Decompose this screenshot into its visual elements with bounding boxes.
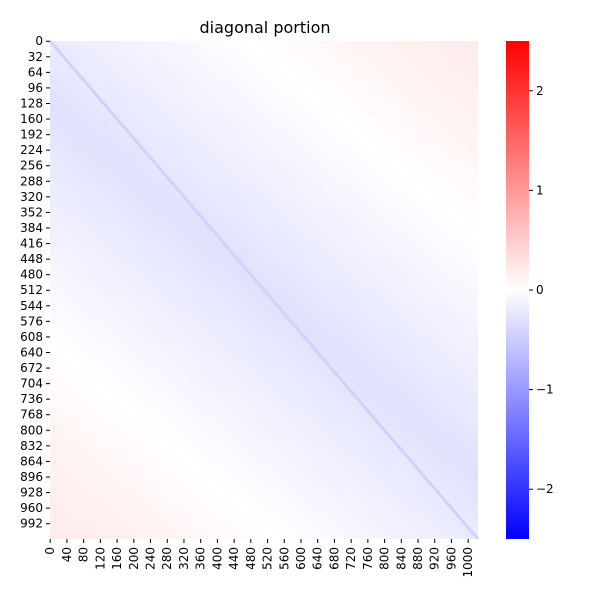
y-tick-label: 192: [20, 128, 43, 142]
x-tick-label: 80: [77, 547, 91, 562]
y-tick-label: 320: [20, 190, 43, 204]
y-tick-label: 992: [20, 517, 43, 531]
x-tick-label: 600: [294, 547, 308, 570]
x-tick-label: 680: [327, 547, 341, 570]
y-tick-label: 64: [28, 65, 43, 79]
y-tick-label: 960: [20, 501, 43, 515]
y-tick-label: 32: [28, 50, 43, 64]
x-tick-label: 880: [411, 547, 425, 570]
y-tick-label: 576: [20, 314, 43, 328]
x-tick-label: 520: [261, 547, 275, 570]
x-tick-label: 560: [277, 547, 291, 570]
x-tick-label: 400: [210, 547, 224, 570]
x-tick-label: 280: [160, 547, 174, 570]
y-tick-label: 736: [20, 392, 43, 406]
y-tick-label: 480: [20, 268, 43, 282]
y-tick-label: 832: [20, 439, 43, 453]
main-diagonal-band: [48, 40, 480, 540]
x-tick-label: 960: [444, 547, 458, 570]
x-tick-label: 840: [394, 547, 408, 570]
y-tick-label: 544: [20, 299, 43, 313]
colorbar-tick-label: 0: [536, 283, 544, 297]
colorbar-tick-label: 1: [536, 183, 544, 197]
x-axis-ticks: 0 40 80 120 160 200 240 280 320 360 400 440 480 520 56…: [43, 539, 475, 578]
y-tick-label: 224: [20, 143, 43, 157]
colorbar: 2 1 0 −1 −2: [506, 41, 554, 539]
y-tick-label: 672: [20, 361, 43, 375]
y-tick-label: 384: [20, 221, 43, 235]
y-tick-label: 96: [28, 81, 43, 95]
chart-title: diagonal portion: [200, 18, 331, 37]
y-tick-label: 352: [20, 205, 43, 219]
y-tick-label: 288: [20, 174, 43, 188]
x-tick-label: 360: [194, 547, 208, 570]
x-tick-label: 480: [244, 547, 258, 570]
y-tick-label: 512: [20, 283, 43, 297]
x-tick-label: 760: [361, 547, 375, 570]
x-tick-label: 0: [43, 547, 57, 555]
y-tick-label: 160: [20, 112, 43, 126]
colorbar-tick-label: −2: [536, 482, 554, 496]
y-tick-label: 416: [20, 237, 43, 251]
x-tick-label: 920: [428, 547, 442, 570]
y-tick-label: 768: [20, 408, 43, 422]
x-tick-label: 240: [144, 547, 158, 570]
y-tick-label: 256: [20, 159, 43, 173]
heatmap-cells: [48, 40, 480, 540]
y-tick-label: 608: [20, 330, 43, 344]
y-tick-label: 448: [20, 252, 43, 266]
y-tick-label: 896: [20, 470, 43, 484]
x-tick-label: 720: [344, 547, 358, 570]
x-tick-label: 120: [93, 547, 107, 570]
y-tick-label: 928: [20, 486, 43, 500]
x-tick-label: 160: [110, 547, 124, 570]
x-tick-label: 320: [177, 547, 191, 570]
x-tick-label: 200: [127, 547, 141, 570]
colorbar-tick-label: −1: [536, 383, 554, 397]
x-tick-label: 640: [311, 547, 325, 570]
y-tick-label: 640: [20, 345, 43, 359]
x-tick-label: 800: [378, 547, 392, 570]
x-tick-label: 1000: [461, 547, 475, 578]
x-tick-label: 440: [227, 547, 241, 570]
colorbar-gradient: [506, 41, 529, 539]
y-tick-label: 128: [20, 96, 43, 110]
colorbar-tick-label: 2: [536, 84, 544, 98]
y-tick-label: 0: [35, 34, 43, 48]
y-tick-label: 704: [20, 377, 43, 391]
x-tick-label: 40: [60, 547, 74, 562]
y-tick-label: 864: [20, 454, 43, 468]
y-tick-label: 800: [20, 423, 43, 437]
